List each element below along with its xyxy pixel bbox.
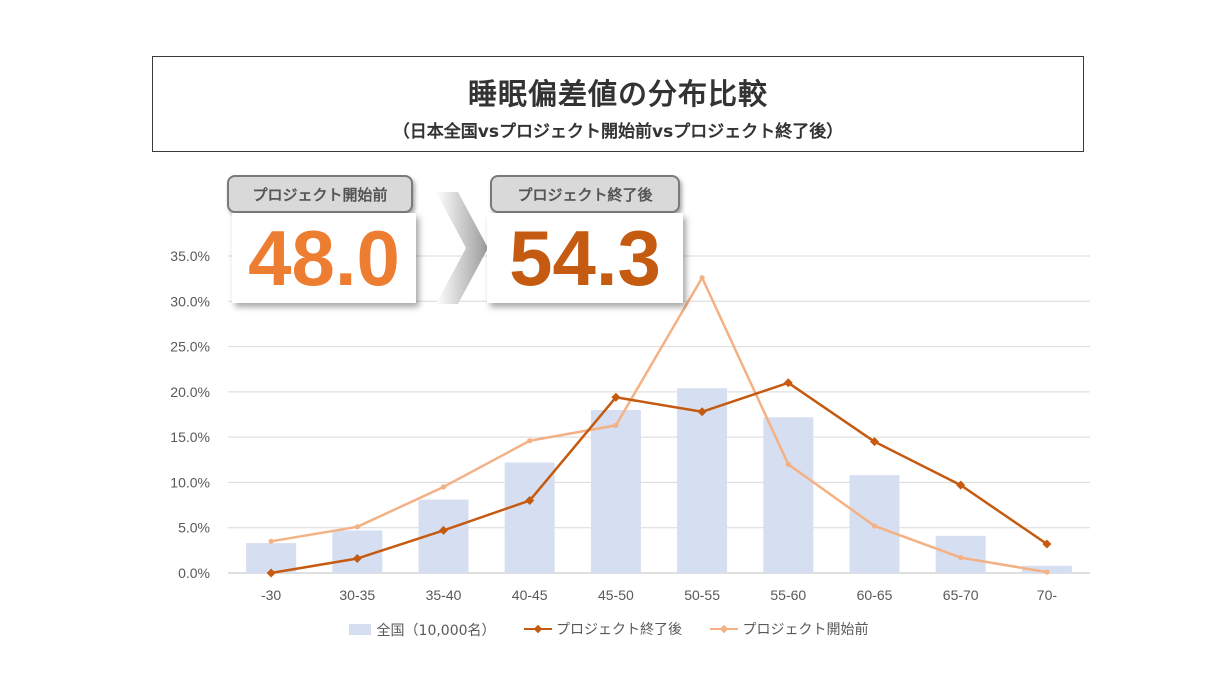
legend-item-after: プロジェクト終了後 bbox=[524, 619, 682, 639]
legend-line-swatch-before bbox=[710, 623, 739, 635]
legend-label-after: プロジェクト終了後 bbox=[556, 622, 682, 638]
chart-title: 睡眠偏差値の分布比較 bbox=[467, 77, 768, 111]
legend-line-swatch-after bbox=[524, 623, 552, 635]
point-marker bbox=[266, 568, 276, 578]
legend-label-national: 全国（10,000名） bbox=[376, 622, 496, 639]
x-tick-label: 30-35 bbox=[339, 587, 375, 603]
x-tick-label: 65-70 bbox=[943, 587, 979, 603]
point-marker bbox=[352, 554, 362, 564]
chart-subtitle: （日本全国vsプロジェクト開始前vsプロジェクト終了後） bbox=[392, 122, 844, 142]
x-tick-label: 55-60 bbox=[770, 587, 806, 603]
point-marker bbox=[871, 523, 878, 529]
y-tick-label: 25.0% bbox=[170, 339, 210, 355]
chart-legend: 全国（10,000名） プロジェクト終了後 プロジェクト開始前 bbox=[0, 619, 1217, 640]
point-marker bbox=[440, 484, 447, 490]
point-marker bbox=[268, 538, 274, 544]
x-tick-label: -30 bbox=[261, 587, 281, 603]
x-tick-label: 35-40 bbox=[426, 587, 462, 603]
point-marker bbox=[956, 480, 966, 490]
point-marker bbox=[870, 437, 879, 447]
legend-bar-swatch bbox=[348, 624, 371, 635]
bar bbox=[763, 417, 814, 573]
point-marker bbox=[1044, 569, 1050, 575]
y-tick-label: 10.0% bbox=[170, 474, 210, 490]
bar bbox=[246, 543, 297, 573]
y-tick-label: 0.0% bbox=[178, 565, 210, 581]
point-marker bbox=[783, 378, 793, 388]
bar bbox=[590, 409, 641, 573]
before-badge-value: 48.0 bbox=[232, 213, 416, 303]
point-marker bbox=[613, 422, 619, 428]
point-marker bbox=[699, 275, 705, 281]
point-marker bbox=[958, 555, 964, 561]
chart-title-box: 睡眠偏差値の分布比較 （日本全国vsプロジェクト開始前vsプロジェクト終了後） bbox=[152, 56, 1084, 152]
x-tick-label: 45-50 bbox=[598, 587, 634, 603]
bar bbox=[935, 535, 986, 573]
x-tick-label: 70- bbox=[1037, 587, 1058, 603]
y-tick-label: 20.0% bbox=[170, 384, 210, 400]
legend-item-national: 全国（10,000名） bbox=[348, 620, 496, 640]
y-tick-label: 15.0% bbox=[170, 429, 210, 445]
point-marker bbox=[611, 392, 621, 402]
legend-item-before: プロジェクト開始前 bbox=[710, 619, 868, 639]
y-tick-label: 30.0% bbox=[170, 293, 210, 309]
bar bbox=[1021, 565, 1072, 573]
point-marker bbox=[354, 524, 360, 530]
x-tick-label: 40-45 bbox=[512, 587, 548, 603]
point-marker bbox=[525, 496, 535, 506]
point-marker bbox=[527, 438, 533, 444]
y-tick-label: 5.0% bbox=[178, 520, 210, 536]
y-tick-label: 35.0% bbox=[170, 248, 210, 264]
before-badge-label: プロジェクト開始前 bbox=[227, 175, 413, 213]
point-marker bbox=[785, 461, 791, 467]
bar bbox=[677, 388, 728, 573]
after-badge-value: 54.3 bbox=[487, 213, 683, 303]
series-line-before bbox=[270, 276, 1048, 574]
bar bbox=[332, 530, 383, 573]
point-marker bbox=[697, 407, 707, 417]
point-marker bbox=[439, 525, 448, 535]
legend-label-before: プロジェクト開始前 bbox=[742, 622, 869, 638]
x-tick-label: 60-65 bbox=[857, 587, 893, 603]
point-marker bbox=[1042, 539, 1052, 549]
arrow-icon bbox=[436, 192, 488, 304]
series-line-after bbox=[270, 381, 1048, 575]
x-tick-label: 50-55 bbox=[684, 587, 720, 603]
after-badge-label: プロジェクト終了後 bbox=[490, 175, 680, 213]
